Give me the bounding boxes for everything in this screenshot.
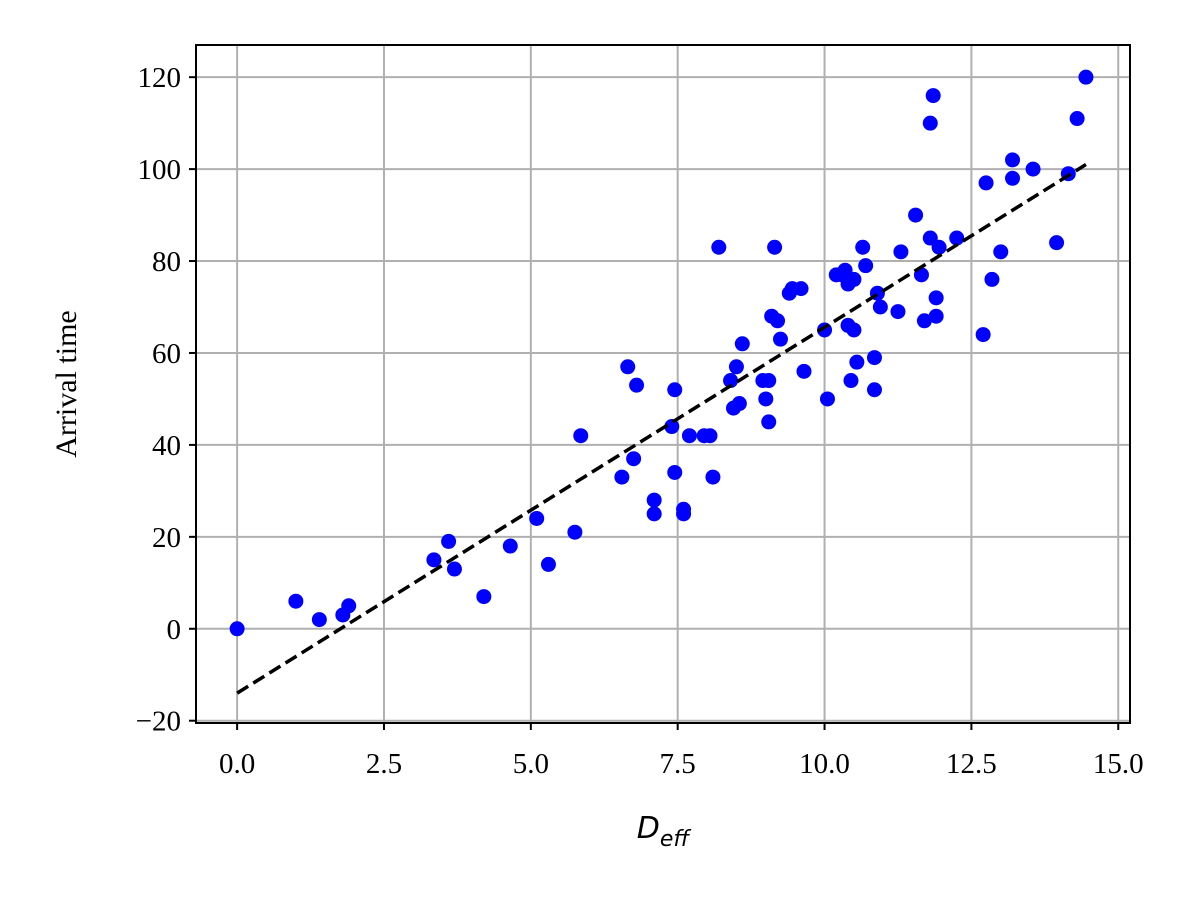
data-point <box>846 322 862 338</box>
data-point <box>893 244 909 260</box>
data-point <box>567 524 583 540</box>
x-axis-label: Deff <box>637 811 692 852</box>
x-tick-label: 10.0 <box>799 748 850 780</box>
data-point <box>796 363 812 379</box>
data-point <box>761 373 777 389</box>
data-point <box>843 373 859 389</box>
data-point <box>702 428 718 444</box>
data-point <box>664 419 680 435</box>
data-point <box>916 313 932 329</box>
data-point <box>931 239 947 255</box>
data-point <box>890 304 906 320</box>
data-point <box>984 271 1000 287</box>
data-point <box>288 593 304 609</box>
data-point <box>846 271 862 287</box>
data-point <box>858 258 874 274</box>
data-point <box>849 354 865 370</box>
data-point <box>626 451 642 467</box>
y-tick-label: 20 <box>152 522 181 554</box>
data-point <box>711 239 727 255</box>
x-axis-label-base: D <box>637 811 660 846</box>
data-point <box>681 428 697 444</box>
y-tick-label: −20 <box>136 706 181 738</box>
fit-line-layer <box>236 163 1087 695</box>
data-point <box>734 336 750 352</box>
data-point <box>761 414 777 430</box>
data-point <box>620 359 636 375</box>
data-point <box>502 538 518 554</box>
data-point <box>341 598 357 614</box>
data-point <box>728 359 744 375</box>
data-point <box>311 612 327 628</box>
data-point <box>770 313 786 329</box>
data-point <box>723 373 739 389</box>
plot-frame <box>195 44 1131 724</box>
data-point <box>866 382 882 398</box>
data-point <box>646 506 662 522</box>
x-tick-label: 2.5 <box>366 748 402 780</box>
data-point <box>441 533 457 549</box>
data-point <box>866 350 882 366</box>
data-point <box>426 552 442 568</box>
y-tick-label: 120 <box>138 62 182 94</box>
y-tick-label: 80 <box>152 246 181 278</box>
data-point <box>922 115 938 131</box>
data-points <box>229 69 1094 637</box>
data-point <box>573 428 589 444</box>
data-point <box>925 88 941 104</box>
x-tick-label: 12.5 <box>946 748 997 780</box>
data-point <box>667 382 683 398</box>
data-point <box>772 331 788 347</box>
data-point <box>705 469 721 485</box>
data-point <box>928 308 944 324</box>
data-point <box>949 230 965 246</box>
data-point <box>446 561 462 577</box>
y-tick-label: 0 <box>167 614 182 646</box>
fit-line <box>236 163 1087 695</box>
data-point <box>476 589 492 605</box>
x-tick-label: 0.0 <box>219 748 255 780</box>
data-point <box>793 281 809 297</box>
data-point <box>1025 161 1041 177</box>
data-point <box>928 290 944 306</box>
data-point <box>1078 69 1094 85</box>
x-tick-label: 15.0 <box>1093 748 1144 780</box>
y-tick-label: 100 <box>138 154 182 186</box>
y-axis-label: Arrival time <box>50 310 83 457</box>
data-point <box>1069 111 1085 127</box>
data-point <box>646 492 662 508</box>
grid <box>196 45 1130 723</box>
data-point <box>731 396 747 412</box>
data-point <box>1005 152 1021 168</box>
data-point <box>855 239 871 255</box>
data-point <box>758 391 774 407</box>
y-tick-label: 60 <box>152 338 181 370</box>
data-point <box>819 391 835 407</box>
data-point <box>229 621 245 637</box>
data-point <box>629 377 645 393</box>
data-point <box>978 175 994 191</box>
data-point <box>676 506 692 522</box>
data-point <box>975 327 991 343</box>
axis-ticks: 0.0 2.5 5.0 7.5 10.0 12.5 15.0 −20 0 20 40 60 80 100 1… <box>136 62 1144 780</box>
x-tick-label: 5.0 <box>513 748 549 780</box>
data-point <box>540 556 556 572</box>
data-point <box>1049 235 1065 251</box>
data-point <box>1005 170 1021 186</box>
data-point <box>908 207 924 223</box>
data-point <box>614 469 630 485</box>
data-point <box>993 244 1009 260</box>
y-tick-label: 40 <box>152 430 181 462</box>
data-point <box>872 299 888 315</box>
data-point <box>767 239 783 255</box>
x-axis-label-subscript: eff <box>660 827 692 852</box>
x-tick-label: 7.5 <box>660 748 696 780</box>
data-point <box>529 510 545 526</box>
data-point <box>667 464 683 480</box>
